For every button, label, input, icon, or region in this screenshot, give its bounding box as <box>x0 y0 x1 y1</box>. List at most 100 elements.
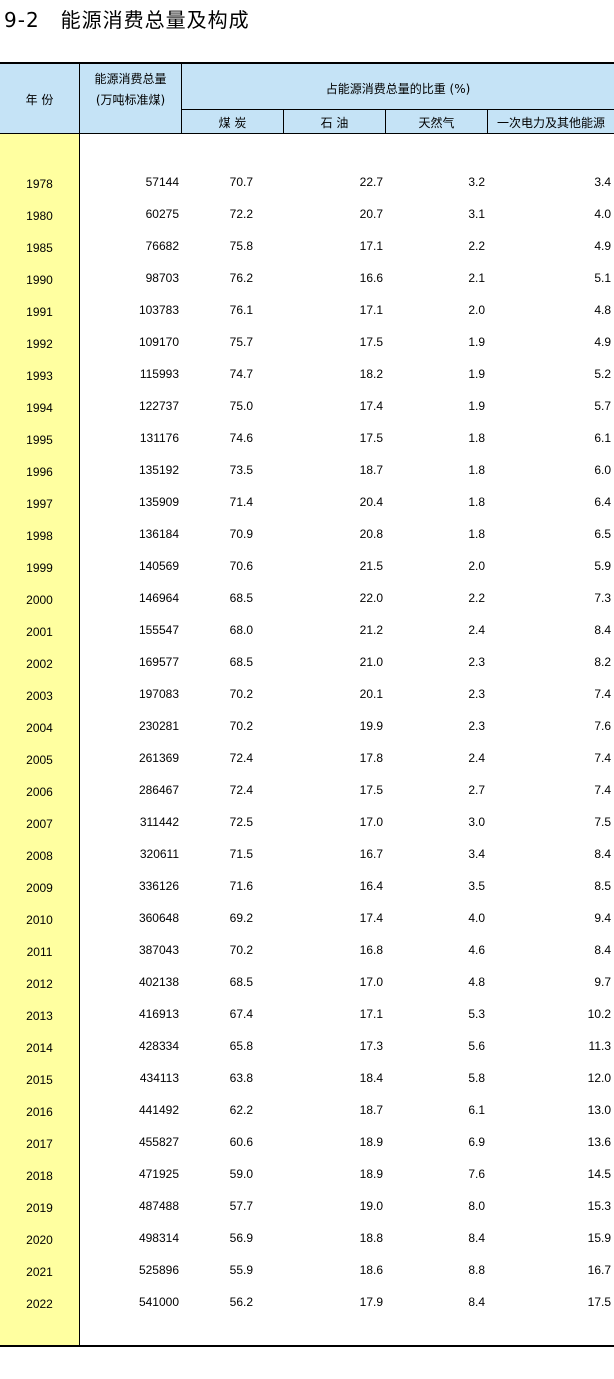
cell-other: 15.9 <box>587 1231 611 1245</box>
top-rule <box>0 62 614 64</box>
header-divider <box>181 109 614 110</box>
cell-coal: 70.2 <box>229 943 253 957</box>
table-row: 1997 135909 71.4 20.4 1.8 6.4 <box>0 488 614 520</box>
cell-other: 14.5 <box>587 1167 611 1181</box>
cell-year: 2011 <box>26 945 53 959</box>
cell-other: 7.6 <box>594 719 611 733</box>
cell-coal: 72.4 <box>229 783 253 797</box>
cell-total: 103783 <box>138 303 179 317</box>
bottom-rule <box>0 1345 614 1347</box>
table-row: 2005 261369 72.4 17.8 2.4 7.4 <box>0 744 614 776</box>
cell-total: 402138 <box>138 975 179 989</box>
cell-year: 2006 <box>26 785 53 799</box>
cell-gas: 4.0 <box>468 911 485 925</box>
cell-coal: 67.4 <box>229 1007 253 1021</box>
cell-coal: 56.2 <box>229 1295 253 1309</box>
cell-gas: 8.0 <box>468 1199 485 1213</box>
cell-coal: 60.6 <box>229 1135 253 1149</box>
header-other: 一次电力及其他能源 <box>496 116 605 130</box>
table-row: 1978 57144 70.7 22.7 3.2 3.4 <box>0 168 614 200</box>
cell-gas: 5.6 <box>468 1039 485 1053</box>
cell-gas: 1.8 <box>468 463 485 477</box>
header-divider <box>181 64 182 134</box>
cell-coal: 76.2 <box>229 271 253 285</box>
header-oil: 石 油 <box>320 116 349 130</box>
table-row: 1999 140569 70.6 21.5 2.0 5.9 <box>0 552 614 584</box>
cell-other: 6.1 <box>594 431 611 445</box>
cell-total: 57144 <box>145 175 179 189</box>
cell-oil: 16.4 <box>359 879 383 893</box>
table-row: 2003 197083 70.2 20.1 2.3 7.4 <box>0 680 614 712</box>
cell-year: 1992 <box>26 337 53 351</box>
cell-total: 286467 <box>138 783 179 797</box>
cell-other: 12.0 <box>587 1071 611 1085</box>
header-year: 年 份 <box>25 93 54 107</box>
cell-year: 2017 <box>26 1137 53 1151</box>
cell-year: 2013 <box>26 1009 53 1023</box>
header-bottom-rule <box>0 133 614 134</box>
cell-gas: 8.8 <box>468 1263 485 1277</box>
cell-gas: 2.1 <box>468 271 485 285</box>
header-coal: 煤 炭 <box>218 116 247 130</box>
cell-total: 155547 <box>138 623 179 637</box>
cell-oil: 18.4 <box>359 1071 383 1085</box>
table-row: 2019 487488 57.7 19.0 8.0 15.3 <box>0 1192 614 1224</box>
cell-total: 230281 <box>138 719 179 733</box>
cell-year: 1995 <box>26 433 53 447</box>
cell-coal: 72.2 <box>229 207 253 221</box>
header-divider <box>79 64 80 1346</box>
cell-oil: 17.5 <box>359 335 383 349</box>
cell-coal: 70.2 <box>229 719 253 733</box>
cell-oil: 17.5 <box>359 431 383 445</box>
cell-gas: 2.3 <box>468 719 485 733</box>
cell-other: 5.9 <box>594 559 611 573</box>
table-row: 2017 455827 60.6 18.9 6.9 13.6 <box>0 1128 614 1160</box>
cell-other: 7.4 <box>594 783 611 797</box>
header-share: 占能源消费总量的比重 (%) <box>325 82 471 96</box>
cell-oil: 22.0 <box>359 591 383 605</box>
cell-year: 2019 <box>26 1201 53 1215</box>
table-row: 2016 441492 62.2 18.7 6.1 13.0 <box>0 1096 614 1128</box>
table-row: 2013 416913 67.4 17.1 5.3 10.2 <box>0 1000 614 1032</box>
cell-coal: 70.9 <box>229 527 253 541</box>
cell-coal: 75.0 <box>229 399 253 413</box>
cell-other: 7.4 <box>594 751 611 765</box>
cell-year: 2012 <box>26 977 53 991</box>
cell-gas: 4.6 <box>468 943 485 957</box>
cell-other: 9.4 <box>594 911 611 925</box>
cell-gas: 6.9 <box>468 1135 485 1149</box>
cell-gas: 2.4 <box>468 623 485 637</box>
cell-oil: 18.7 <box>359 1103 383 1117</box>
table-row: 2008 320611 71.5 16.7 3.4 8.4 <box>0 840 614 872</box>
cell-other: 5.7 <box>594 399 611 413</box>
cell-gas: 2.3 <box>468 655 485 669</box>
cell-other: 8.5 <box>594 879 611 893</box>
cell-coal: 75.8 <box>229 239 253 253</box>
cell-coal: 70.7 <box>229 175 253 189</box>
cell-year: 2002 <box>26 657 53 671</box>
cell-year: 2005 <box>26 753 53 767</box>
cell-other: 6.4 <box>594 495 611 509</box>
cell-coal: 68.0 <box>229 623 253 637</box>
table-row: 2009 336126 71.6 16.4 3.5 8.5 <box>0 872 614 904</box>
cell-oil: 18.7 <box>359 463 383 477</box>
cell-oil: 19.0 <box>359 1199 383 1213</box>
cell-coal: 74.6 <box>229 431 253 445</box>
cell-other: 7.4 <box>594 687 611 701</box>
cell-total: 109170 <box>138 335 179 349</box>
header-gas: 天然气 <box>418 116 455 130</box>
cell-year: 1990 <box>26 273 53 287</box>
cell-coal: 70.2 <box>229 687 253 701</box>
cell-year: 2010 <box>26 913 53 927</box>
cell-other: 10.2 <box>587 1007 611 1021</box>
cell-coal: 69.2 <box>229 911 253 925</box>
cell-oil: 17.1 <box>359 303 383 317</box>
cell-oil: 21.0 <box>359 655 383 669</box>
header-total-line2: (万吨标准煤) <box>95 93 166 107</box>
cell-other: 5.1 <box>594 271 611 285</box>
cell-total: 135909 <box>138 495 179 509</box>
cell-other: 8.2 <box>594 655 611 669</box>
header-total-line1: 能源消费总量 <box>94 72 167 86</box>
cell-total: 60275 <box>145 207 179 221</box>
table-row: 2022 541000 56.2 17.9 8.4 17.5 <box>0 1288 614 1320</box>
